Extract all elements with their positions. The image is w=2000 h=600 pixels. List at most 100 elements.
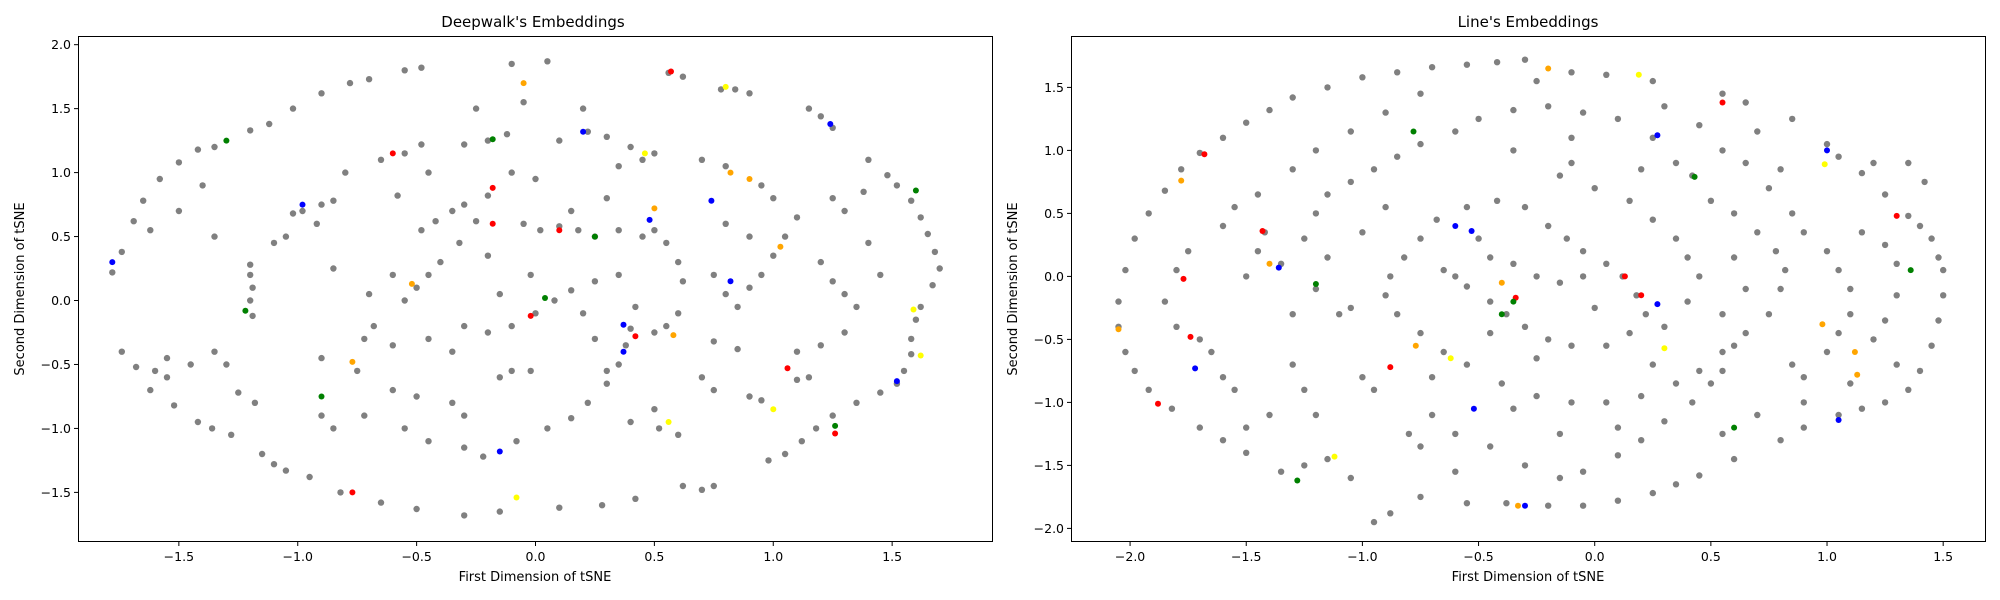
line-data-point	[1563, 235, 1571, 242]
line-data-point	[1591, 304, 1598, 312]
line-data-point	[1219, 437, 1227, 444]
line-highlight-point	[1638, 292, 1645, 299]
deepwalk-data-point	[418, 141, 425, 148]
line-data-point	[1266, 106, 1273, 114]
line-data-point	[1301, 386, 1308, 393]
deepwalk-highlight-point	[591, 233, 598, 240]
deepwalk-data-point	[194, 146, 202, 153]
deepwalk-data-point	[758, 271, 765, 279]
deepwalk-data-point	[318, 354, 325, 362]
line-data-point	[1696, 472, 1703, 479]
deepwalk-highlight-point	[620, 321, 627, 328]
deepwalk-highlight-point	[917, 352, 924, 359]
line-data-point	[1475, 235, 1482, 242]
deepwalk-data-point	[917, 214, 924, 221]
deepwalk-data-point	[544, 425, 551, 432]
line-highlight-point	[1545, 65, 1552, 72]
line-highlight-point	[1412, 342, 1419, 349]
line-data-point	[1463, 61, 1471, 68]
line-y-ticks: −2.0 −1.5 −1.0 −0.5 0.0 0.5 1.0 1.5	[1034, 80, 1072, 536]
line-highlight-point	[1661, 345, 1668, 352]
line-data-point	[1556, 279, 1564, 286]
line-data-point	[1823, 348, 1831, 356]
line-data-point	[1417, 235, 1424, 242]
deepwalk-data-point	[936, 265, 943, 272]
line-data-point	[1633, 292, 1640, 299]
line-data-point	[1428, 374, 1436, 381]
line-data-point	[1638, 392, 1645, 400]
line-data-point	[1916, 222, 1924, 230]
deepwalk-data-point	[679, 73, 687, 80]
deepwalk-data-point	[679, 482, 687, 490]
line-data-point	[1719, 430, 1726, 438]
line-highlight-point	[1819, 321, 1826, 328]
line-data-point	[1661, 103, 1668, 110]
line-x-tick-label: 1.5	[1933, 549, 1953, 564]
line-highlight-point	[1468, 228, 1475, 234]
deepwalk-highlight-point	[632, 333, 639, 340]
line-data-point	[1387, 273, 1394, 280]
deepwalk-data-point	[627, 418, 634, 426]
line-x-tick-label: −2.0	[1115, 549, 1145, 564]
deepwalk-data-point	[900, 367, 908, 375]
line-data-point	[1935, 254, 1942, 261]
line-data-point	[1642, 311, 1650, 318]
deepwalk-data-point	[508, 367, 515, 375]
line-data-point	[1510, 405, 1517, 412]
deepwalk-chart-title: Deepwalk's Embeddings	[441, 13, 625, 31]
line-data-point	[1556, 430, 1564, 438]
line-data-point	[1521, 203, 1529, 211]
deepwalk-data-point	[413, 505, 420, 513]
deepwalk-data-point	[551, 297, 558, 304]
line-data-point	[1545, 502, 1552, 509]
deepwalk-data-point	[532, 310, 539, 317]
line-data-point	[1649, 489, 1657, 497]
line-data-point	[1289, 311, 1296, 318]
deepwalk-data-point	[496, 374, 503, 381]
deepwalk-highlight-point	[489, 136, 496, 143]
line-data-point	[1545, 103, 1552, 110]
deepwalk-data-point	[615, 361, 622, 368]
line-data-point	[1115, 298, 1122, 305]
deepwalk-data-point	[249, 312, 256, 320]
line-data-point	[1603, 260, 1610, 267]
deepwalk-y-ticks: −1.5 −1.0 −0.5 0.0 0.5 1.0 1.5 2.0	[41, 37, 79, 500]
deepwalk-data-point	[377, 156, 385, 163]
deepwalk-data-point	[568, 207, 575, 215]
deepwalk-highlight-point	[893, 378, 900, 385]
line-data-point	[1881, 317, 1889, 324]
deepwalk-highlight-point	[670, 332, 677, 339]
line-data-point	[1196, 149, 1204, 157]
deepwalk-data-point	[401, 67, 408, 74]
deepwalk-data-point	[508, 322, 515, 330]
deepwalk-data-point	[299, 207, 306, 215]
deepwalk-data-point	[639, 233, 646, 240]
line-data-point	[1312, 147, 1320, 154]
line-data-point	[1161, 298, 1169, 305]
deepwalk-data-point	[710, 386, 717, 394]
deepwalk-data-point	[413, 393, 420, 400]
deepwalk-data-point	[401, 297, 408, 304]
deepwalk-data-point	[354, 367, 361, 375]
deepwalk-data-point	[603, 380, 610, 387]
line-data-point	[1568, 159, 1575, 167]
line-data-point	[1626, 197, 1633, 204]
line-data-point	[1359, 374, 1366, 381]
line-data-point	[1719, 147, 1726, 154]
deepwalk-data-point	[484, 329, 492, 336]
deepwalk-data-point	[472, 105, 480, 112]
line-data-point	[1131, 367, 1138, 375]
deepwalk-data-point	[710, 338, 717, 345]
line-plot-frame	[1071, 36, 1986, 542]
deepwalk-data-point	[313, 220, 320, 227]
line-data-point	[1579, 502, 1587, 509]
line-data-point	[1440, 348, 1447, 356]
deepwalk-y-tick-label: 1.0	[51, 165, 71, 180]
line-data-point	[1603, 71, 1610, 79]
deepwalk-data-point	[734, 345, 741, 353]
line-data-point	[1401, 254, 1408, 261]
deepwalk-data-point	[472, 218, 480, 225]
line-data-point	[1463, 361, 1471, 368]
deepwalk-data-point	[425, 438, 432, 445]
line-data-point	[1742, 285, 1749, 293]
